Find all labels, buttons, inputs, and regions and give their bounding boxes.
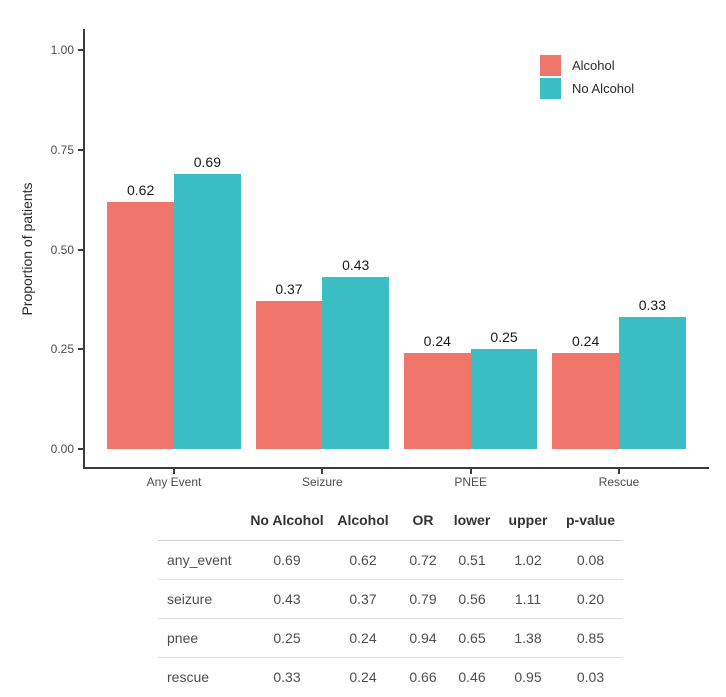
legend-key-swatch <box>540 55 561 76</box>
table-cell: 0.24 <box>349 669 377 685</box>
column-header: No Alcohol <box>250 512 324 528</box>
table-cell: 0.72 <box>409 552 437 568</box>
table-cell: 0.08 <box>576 552 605 568</box>
table-cell: 0.56 <box>458 591 486 607</box>
y-tick-label: 0.00 <box>50 442 74 456</box>
y-tick-mark <box>78 448 83 450</box>
legend-item: Alcohol <box>540 55 634 76</box>
y-tick-label: 0.75 <box>50 142 74 157</box>
y-tick-mark <box>78 49 83 51</box>
bar-value-label: 0.25 <box>490 329 518 346</box>
table-header: No Alcohol Alcohol OR lower upper p-value <box>158 500 623 541</box>
bar-alcohol <box>552 353 619 449</box>
row-label: any_event <box>167 552 232 568</box>
table-row: any_event 0.69 0.62 0.72 0.51 1.02 0.08 <box>158 541 623 580</box>
bar-no-alcohol <box>174 173 241 449</box>
table-cell: 1.02 <box>514 552 542 568</box>
legend-label: Alcohol <box>572 58 615 73</box>
legend-item: No Alcohol <box>540 78 634 99</box>
x-tick-mark <box>321 469 324 474</box>
bar-chart: Proportion of patients 0.00 0.25 0.50 0.75 1… <box>19 29 709 489</box>
x-tick-mark <box>173 469 175 474</box>
table-cell: 0.24 <box>349 630 377 646</box>
legend-key-swatch <box>540 78 561 99</box>
table-cell: 0.46 <box>458 669 486 685</box>
y-tick-mark <box>78 148 83 151</box>
x-tick-mark <box>469 469 472 474</box>
y-tick-mark <box>78 348 83 351</box>
bar-value-label: 0.24 <box>423 333 451 350</box>
table-cell: 0.65 <box>458 630 486 646</box>
column-header <box>158 500 248 541</box>
table-cell: 0.37 <box>349 591 377 607</box>
table-row: seizure 0.43 0.37 0.79 0.56 1.11 0.20 <box>158 580 623 619</box>
x-axis-line <box>83 467 709 469</box>
column-header: OR <box>412 512 434 528</box>
table-cell: 0.79 <box>409 591 437 607</box>
bar-alcohol <box>107 201 174 449</box>
table-cell: 0.85 <box>576 630 605 646</box>
bar-value-label: 0.62 <box>127 181 155 198</box>
table-row: pnee 0.25 0.24 0.94 0.65 1.38 0.85 <box>158 619 623 658</box>
table-cell: 1.11 <box>514 591 542 607</box>
bar-alcohol <box>403 353 471 449</box>
y-tick-label: 1.00 <box>50 43 74 57</box>
odds-ratio-table: No Alcohol Alcohol OR lower upper p-value any… <box>158 500 623 696</box>
bar-alcohol <box>255 301 323 449</box>
table-cell: 0.62 <box>349 552 377 568</box>
row-label: seizure <box>167 591 213 607</box>
column-header: Alcohol <box>337 512 389 528</box>
table-cell: 0.33 <box>273 669 301 685</box>
y-axis-line <box>83 29 85 469</box>
y-tick-mark <box>78 248 83 251</box>
legend-label: No Alcohol <box>572 81 635 96</box>
table-cell: 0.43 <box>273 591 301 607</box>
bar-value-label: 0.24 <box>572 333 600 350</box>
table-header-row: No Alcohol Alcohol OR lower upper p-value <box>158 500 623 541</box>
table-cell: 0.66 <box>409 669 437 685</box>
row-label: pnee <box>167 630 199 646</box>
bar-value-label: 0.33 <box>638 297 666 314</box>
table-cell: 0.95 <box>514 669 542 685</box>
stats-table: No Alcohol Alcohol OR lower upper p-value any… <box>158 500 623 696</box>
table-cell: 0.03 <box>576 669 605 685</box>
row-label: rescue <box>167 669 210 685</box>
legend: Alcohol No Alcohol <box>540 55 634 101</box>
table-cell: 0.51 <box>458 552 486 568</box>
x-tick-label: Any Event <box>146 475 202 489</box>
table-body: any_event 0.69 0.62 0.72 0.51 1.02 0.08 seizure… <box>158 541 623 697</box>
y-tick-label: 0.50 <box>50 242 74 257</box>
table-cell: 1.38 <box>514 630 542 646</box>
bar-no-alcohol <box>322 277 390 449</box>
y-tick-label: 0.25 <box>50 342 74 357</box>
x-tick-label: Rescue <box>598 475 640 489</box>
column-header: upper <box>508 512 548 528</box>
x-tick-label: PNEE <box>454 475 487 489</box>
column-header: p-value <box>565 512 615 528</box>
bar-no-alcohol <box>619 317 686 449</box>
column-header: lower <box>453 512 491 528</box>
table-row: rescue 0.33 0.24 0.66 0.46 0.95 0.03 <box>158 658 623 697</box>
table-cell: 0.20 <box>576 591 605 607</box>
bar-no-alcohol <box>470 349 538 449</box>
x-tick-mark <box>618 469 620 474</box>
table-cell: 0.94 <box>409 630 437 646</box>
table-cell: 0.25 <box>273 630 301 646</box>
table-cell: 0.69 <box>273 552 301 568</box>
x-tick-label: Seizure <box>301 475 343 489</box>
bar-value-label: 0.43 <box>342 257 370 274</box>
bar-value-label: 0.37 <box>275 281 303 298</box>
bar-value-label: 0.69 <box>193 153 221 170</box>
